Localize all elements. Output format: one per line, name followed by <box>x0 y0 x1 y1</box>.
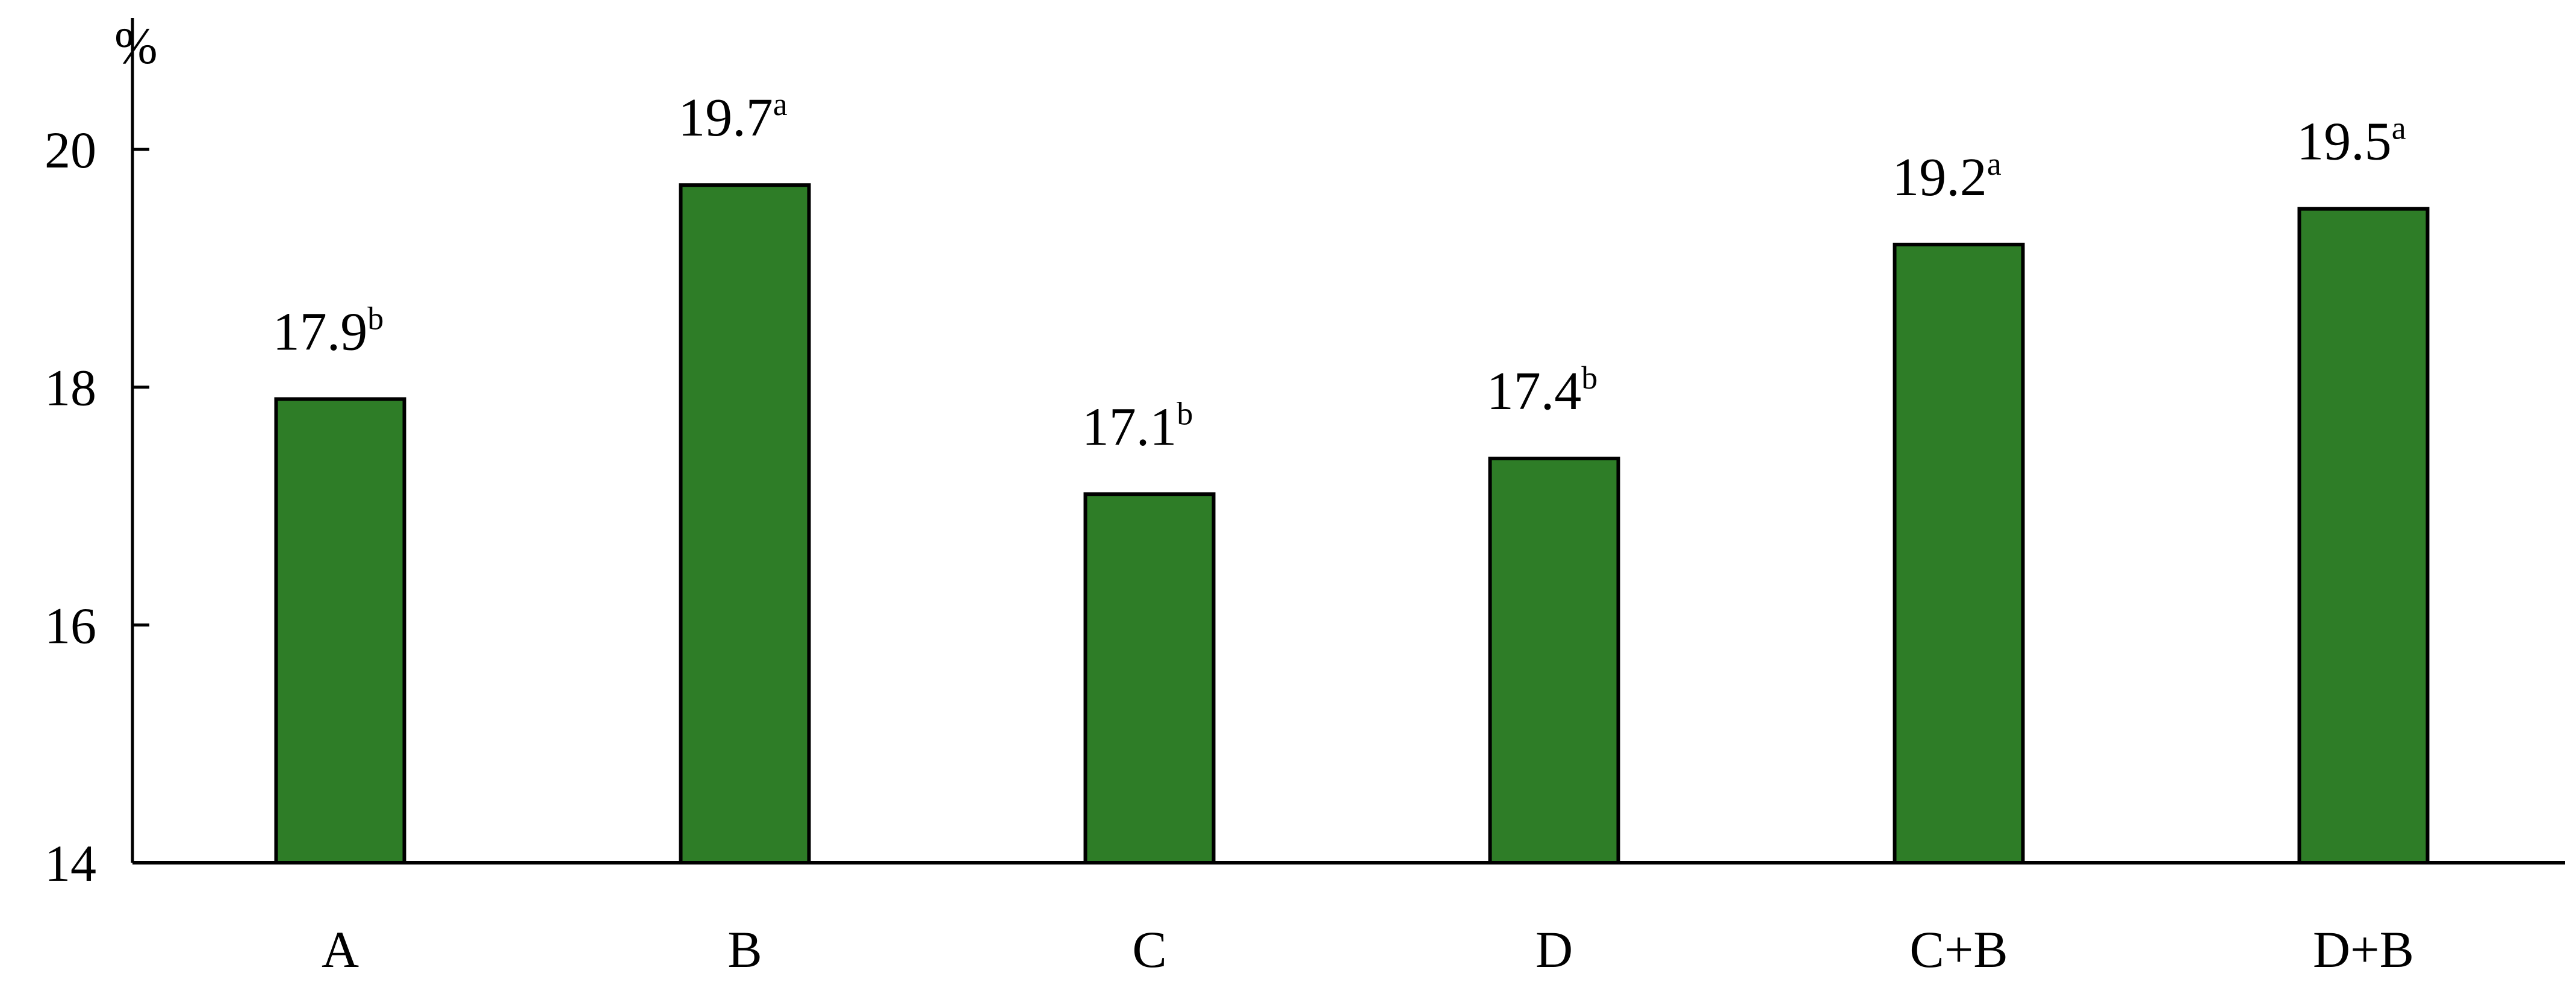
value-label: 17.9b <box>273 300 384 361</box>
value-number: 19.7 <box>678 88 773 148</box>
x-tick-label: B <box>727 921 762 978</box>
y-tick-label: 14 <box>45 834 96 892</box>
value-label: 19.7a <box>678 86 788 148</box>
value-label: 17.4b <box>1487 360 1598 421</box>
bar <box>1893 242 2025 864</box>
bars <box>274 183 2430 865</box>
x-tick-label: D+B <box>2313 921 2414 978</box>
y-tick-label: 20 <box>45 121 96 179</box>
y-ticks: 14 16 18 20 <box>45 121 149 892</box>
value-label: 17.1b <box>1082 395 1193 457</box>
bar <box>2297 207 2430 865</box>
value-number: 17.9 <box>273 302 368 361</box>
y-tick-label: 18 <box>45 359 96 417</box>
x-tick-label: C <box>1132 921 1166 978</box>
axes <box>131 18 2565 864</box>
y-tick-label: 16 <box>45 596 96 654</box>
value-number: 17.1 <box>1082 397 1177 457</box>
x-tick-label: A <box>322 921 359 978</box>
bar <box>274 397 406 864</box>
value-number: 19.5 <box>2297 112 2392 172</box>
value-label: 19.2a <box>1892 146 2002 207</box>
x-tick-labels: A B C D C+B D+B <box>322 921 2414 978</box>
value-number: 19.2 <box>1892 148 1987 207</box>
value-number: 17.4 <box>1487 361 1582 421</box>
significance-letter: a <box>2392 110 2406 146</box>
x-tick-label: D <box>1535 921 1573 978</box>
significance-letter: b <box>1177 395 1193 431</box>
x-tick-label: C+B <box>1909 921 2008 978</box>
bar <box>1488 457 1620 864</box>
significance-letter: a <box>1987 146 2002 182</box>
significance-letter: b <box>367 300 384 336</box>
y-unit-label: % <box>114 17 158 75</box>
bar <box>1083 492 1216 864</box>
value-label: 19.5a <box>2297 110 2406 172</box>
significance-letter: b <box>1581 360 1598 396</box>
significance-letter: a <box>773 86 788 122</box>
bar <box>679 183 811 865</box>
